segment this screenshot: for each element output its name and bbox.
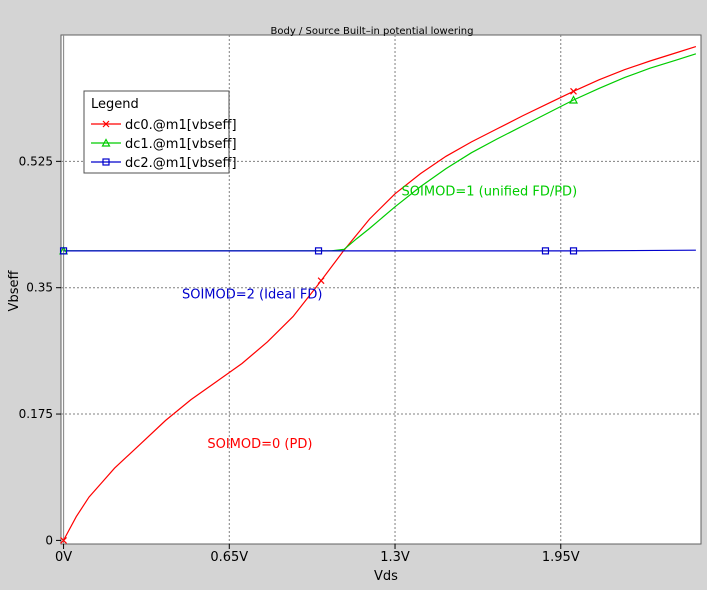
legend-entry-label: dc0.@m1[vbseff] [125, 118, 237, 133]
legend-marker-dc1 [101, 138, 111, 147]
data-point-dc0-stroke-b [570, 87, 577, 95]
legend-title: Legend [91, 97, 139, 112]
x-tick-label: 0.65V [210, 550, 248, 565]
annotation-dc1: SOIMOD=1 (unified FD/PD) [402, 184, 578, 199]
x-axis-label: Vds [374, 569, 398, 584]
legend-entries: dc0.@m1[vbseff] dc1.@m1[vbseff] dc2.@m1[vb… [91, 118, 237, 171]
annotation-dc2: SOIMOD=2 (Ideal FD) [182, 288, 323, 303]
legend-marker-dc2 [102, 158, 110, 166]
legend-entry-label: dc2.@m1[vbseff] [125, 156, 237, 171]
legend-marker-dc0 [102, 120, 110, 128]
data-point-dc0 [570, 87, 577, 95]
data-point-dc0-stroke-b [60, 536, 67, 544]
data-point-dc2 [541, 247, 550, 255]
series-line-dc2[interactable] [63, 249, 696, 252]
y-tick-label: 0.35 [26, 281, 53, 295]
annotation-layer: SOIMOD=1 (unified FD/PD) SOIMOD=2 (Ideal … [182, 184, 577, 452]
x-tick-label: 1.3V [380, 550, 410, 565]
grid-layer [56, 35, 701, 549]
data-point-dc2 [569, 247, 578, 255]
y-tick-label: 0.175 [19, 407, 53, 421]
y-axis-label: Vbseff [7, 270, 22, 312]
tick-label-layer: 0V 0.65V 1.3V 1.95V 0 0.175 0.35 0.525 [19, 154, 580, 565]
series-layer [62, 46, 697, 541]
data-point-dc0 [60, 536, 67, 544]
marker-layer [59, 87, 579, 544]
legend-marker-dc0-stroke-b [102, 120, 110, 128]
x-tick-label: 0V [55, 550, 72, 565]
legend[interactable]: Legend dc0.@m1[vbseff] dc1.@m1[vbseff] dc2… [83, 90, 237, 174]
chart-title: Body / Source Built–in potential lowerin… [271, 26, 474, 37]
x-tick-label: 1.95V [542, 550, 580, 565]
data-point-dc2 [314, 247, 323, 255]
y-tick-label: 0.525 [19, 154, 53, 168]
data-point-dc0-stroke-b [317, 277, 325, 285]
legend-entry-label: dc1.@m1[vbseff] [125, 137, 237, 152]
data-point-dc0 [317, 277, 325, 285]
data-point-dc1 [569, 95, 579, 104]
y-tick-label: 0 [45, 533, 53, 547]
annotation-dc0: SOIMOD=0 (PD) [207, 437, 312, 452]
series-line-dc0[interactable] [62, 46, 697, 541]
data-point-dc2 [59, 247, 68, 255]
